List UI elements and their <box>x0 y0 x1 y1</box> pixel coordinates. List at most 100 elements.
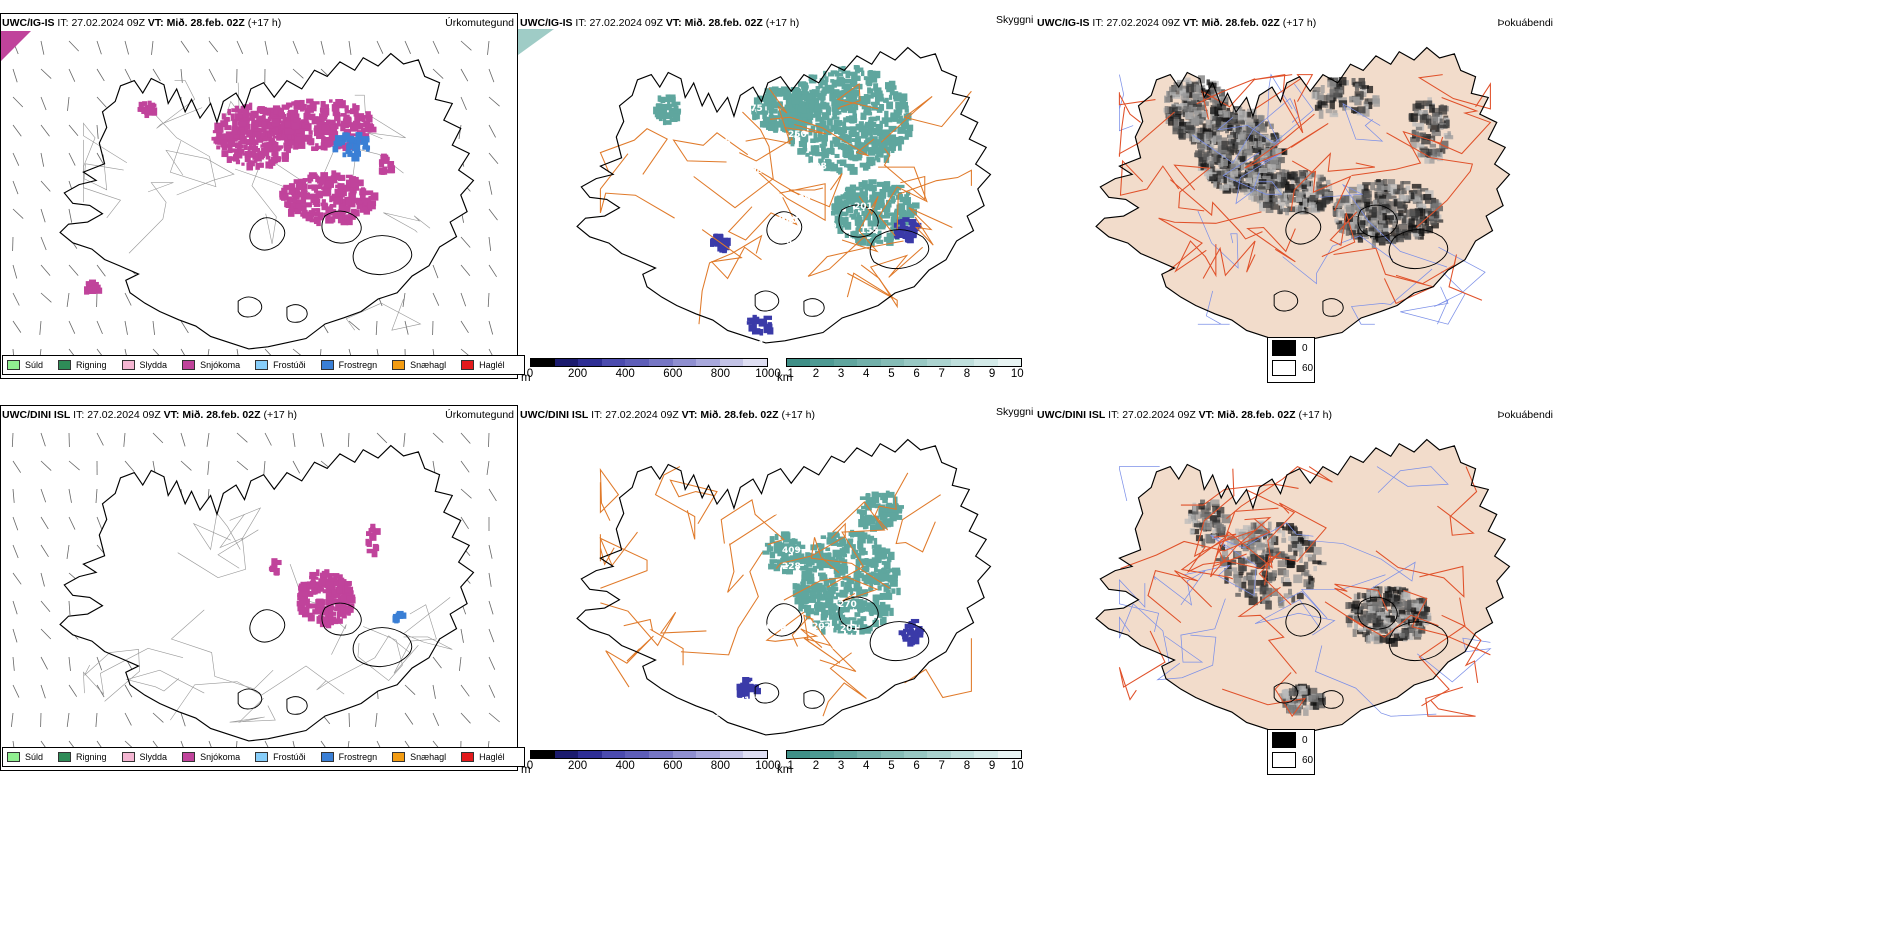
fog-area <box>1206 140 1212 151</box>
fog-area <box>1224 170 1233 176</box>
road-line <box>739 124 827 162</box>
snow-area <box>288 189 295 195</box>
snow-area <box>267 116 272 122</box>
visibility-km-area <box>881 117 889 124</box>
snow-area <box>351 188 357 194</box>
visibility-km-area <box>891 145 895 154</box>
visibility-km-area <box>837 225 844 234</box>
visibility-m-area <box>746 683 754 692</box>
model-name: UWC/IG-IS <box>1037 17 1090 29</box>
fog-area <box>1358 77 1366 87</box>
fog-area <box>1398 587 1407 595</box>
snow-area <box>339 584 346 588</box>
road-line <box>1202 240 1256 279</box>
fog-area <box>1431 129 1436 134</box>
visibility-km-area <box>860 616 867 622</box>
visibility-km-area <box>897 142 902 151</box>
snow-area <box>94 287 103 294</box>
colorbar-tick-label: 9 <box>988 760 996 772</box>
fog-area <box>1325 104 1329 108</box>
snow-area <box>368 126 377 133</box>
fog-area <box>1313 87 1321 93</box>
fog-area <box>1353 194 1362 200</box>
snow-area <box>319 123 324 131</box>
visibility-km-area <box>840 614 846 618</box>
fog-area <box>1387 615 1395 623</box>
snow-area <box>261 147 270 156</box>
road-line <box>904 638 972 699</box>
visibility-km-area <box>806 94 813 103</box>
snow-area <box>233 136 238 142</box>
fog-area <box>1424 197 1431 204</box>
road-line <box>1252 73 1304 134</box>
road-line <box>753 167 826 222</box>
fog-area <box>1408 218 1415 228</box>
fog-area <box>1218 96 1228 103</box>
fog-area <box>1225 153 1233 161</box>
fog-area <box>1325 182 1333 191</box>
visibility-km-area <box>879 120 883 129</box>
visibility-km-area <box>834 106 839 112</box>
snow-area <box>285 102 290 109</box>
glacier-outline <box>838 596 879 630</box>
snow-area <box>316 116 325 121</box>
fog-area <box>1295 197 1305 202</box>
visibility-km-area <box>881 616 887 625</box>
fog-area <box>1166 90 1171 96</box>
snow-area <box>250 110 259 119</box>
visibility-km-area <box>887 134 897 141</box>
fog-area <box>1235 181 1242 190</box>
snow-area <box>312 576 319 580</box>
wind-barb <box>460 712 471 724</box>
road-line <box>84 649 140 702</box>
glacier-outline <box>869 621 930 662</box>
visibility-km-area <box>863 576 871 585</box>
colorbar-tick-label: 600 <box>663 368 683 380</box>
snow-area <box>261 114 266 124</box>
legend-swatch <box>182 752 196 762</box>
road-line <box>1430 96 1492 155</box>
visibility-km-area <box>862 521 867 530</box>
colorbar-tick-label: 200 <box>568 368 588 380</box>
road-line <box>1197 210 1239 269</box>
visibility-km-area <box>899 211 907 216</box>
visibility-m-area <box>896 219 901 225</box>
snow-area <box>347 603 354 610</box>
visibility-km-area <box>775 92 783 97</box>
snow-area <box>295 182 303 191</box>
fog-area <box>1210 119 1214 124</box>
visibility-m-area <box>912 630 920 639</box>
wind-barb <box>460 516 469 530</box>
fog-area <box>1257 155 1266 162</box>
visibility-km-area <box>801 85 807 92</box>
fog-area <box>1216 155 1221 163</box>
fog-area <box>1353 609 1361 613</box>
fog-area <box>1440 140 1449 150</box>
panel-title: Þokuábendi <box>1497 17 1553 29</box>
snow-area <box>281 104 290 110</box>
legend-swatch <box>182 360 196 370</box>
snow-area <box>293 142 299 150</box>
visibility-km-area <box>849 89 857 95</box>
visibility-km-area <box>873 561 879 567</box>
visibility-km-area <box>834 215 840 224</box>
road-line <box>791 615 857 672</box>
fog-area <box>1192 135 1197 142</box>
visibility-km-area <box>895 92 902 99</box>
visibility-km-area <box>848 617 857 621</box>
snow-area <box>333 178 338 184</box>
visibility-m-area <box>908 628 915 633</box>
fog-area <box>1384 612 1390 620</box>
visibility-km-area <box>884 219 889 224</box>
snow-area <box>314 125 323 131</box>
snow-area <box>345 580 352 586</box>
fog-area <box>1381 198 1390 202</box>
fog-area <box>1179 118 1185 126</box>
visibility-m-area <box>901 225 906 232</box>
fog-area <box>1327 80 1337 88</box>
visibility-km-area <box>834 196 842 204</box>
visibility-km-area <box>798 140 806 148</box>
snow-area <box>382 166 388 175</box>
visibility-km-area <box>858 181 864 188</box>
fog-area <box>1355 197 1366 204</box>
